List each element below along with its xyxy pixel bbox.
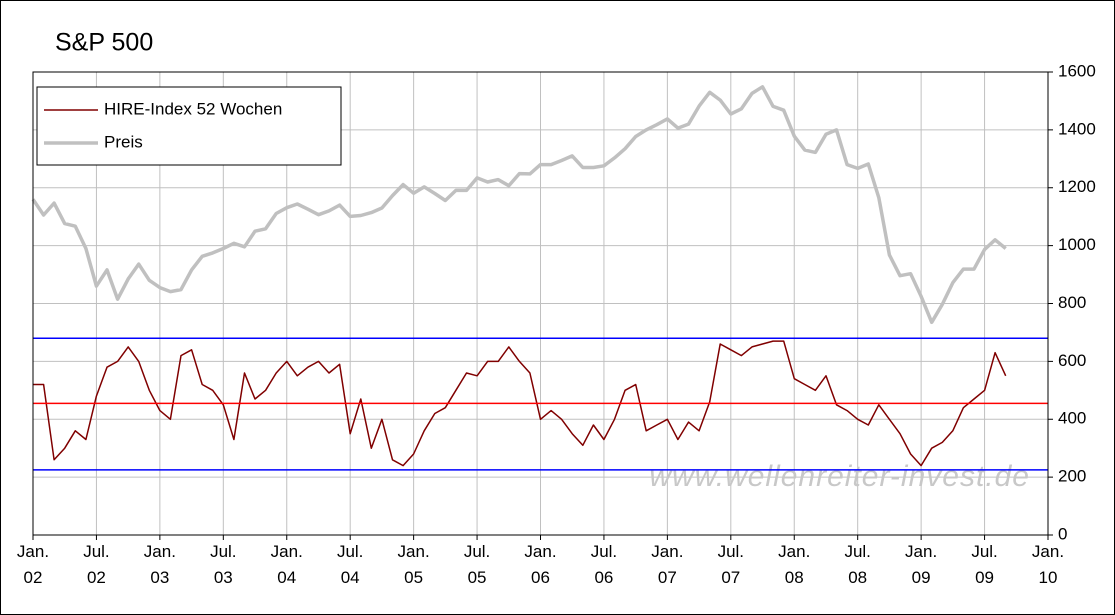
x-tick-label: Jan. 08 <box>778 542 811 587</box>
y-tick-label: 400 <box>1058 409 1086 428</box>
x-tick-label: Jul. 04 <box>336 542 364 587</box>
x-tick-label: Jan. 05 <box>397 542 430 587</box>
x-tick-label: Jan. 06 <box>524 542 557 587</box>
y-tick-label: 1400 <box>1058 119 1096 138</box>
legend-label: HIRE-Index 52 Wochen <box>104 99 282 118</box>
legend-label: Preis <box>104 132 143 151</box>
x-tick-label: Jul. 08 <box>844 542 871 587</box>
plot-border <box>32 71 1049 536</box>
x-tick-label: Jan. 09 <box>905 542 938 587</box>
x-tick-label: Jul. 09 <box>971 542 998 587</box>
series-line <box>33 340 1007 467</box>
y-tick-label: 1000 <box>1058 235 1096 254</box>
series-line <box>31 85 1007 325</box>
y-tick-label: 0 <box>1058 524 1067 543</box>
y-tick-label: 600 <box>1058 351 1086 370</box>
x-tick-label: Jan. 03 <box>143 542 176 587</box>
x-tick-label: Jul. 07 <box>717 542 745 587</box>
y-tick-label: 1600 <box>1058 61 1096 80</box>
y-tick-label: 200 <box>1058 467 1086 486</box>
x-tick-label: Jan. 10 <box>1031 542 1065 587</box>
x-tick-label: Jan. 07 <box>651 542 684 587</box>
y-tick-label: 1200 <box>1058 177 1096 196</box>
watermark: www.wellenreiter-invest.de <box>649 460 1030 493</box>
legend-box <box>36 86 342 166</box>
x-tick-label: Jul. 05 <box>463 542 491 587</box>
chart-title: S&P 500 <box>55 29 153 57</box>
x-tick-label: Jul. 02 <box>83 542 110 587</box>
x-tick-label: Jan. 04 <box>270 542 303 587</box>
x-tick-label: Jul. 06 <box>590 542 618 587</box>
x-tick-label: Jul. 03 <box>210 542 237 587</box>
y-tick-label: 800 <box>1058 293 1086 312</box>
x-tick-label: Jan. 02 <box>16 542 50 587</box>
